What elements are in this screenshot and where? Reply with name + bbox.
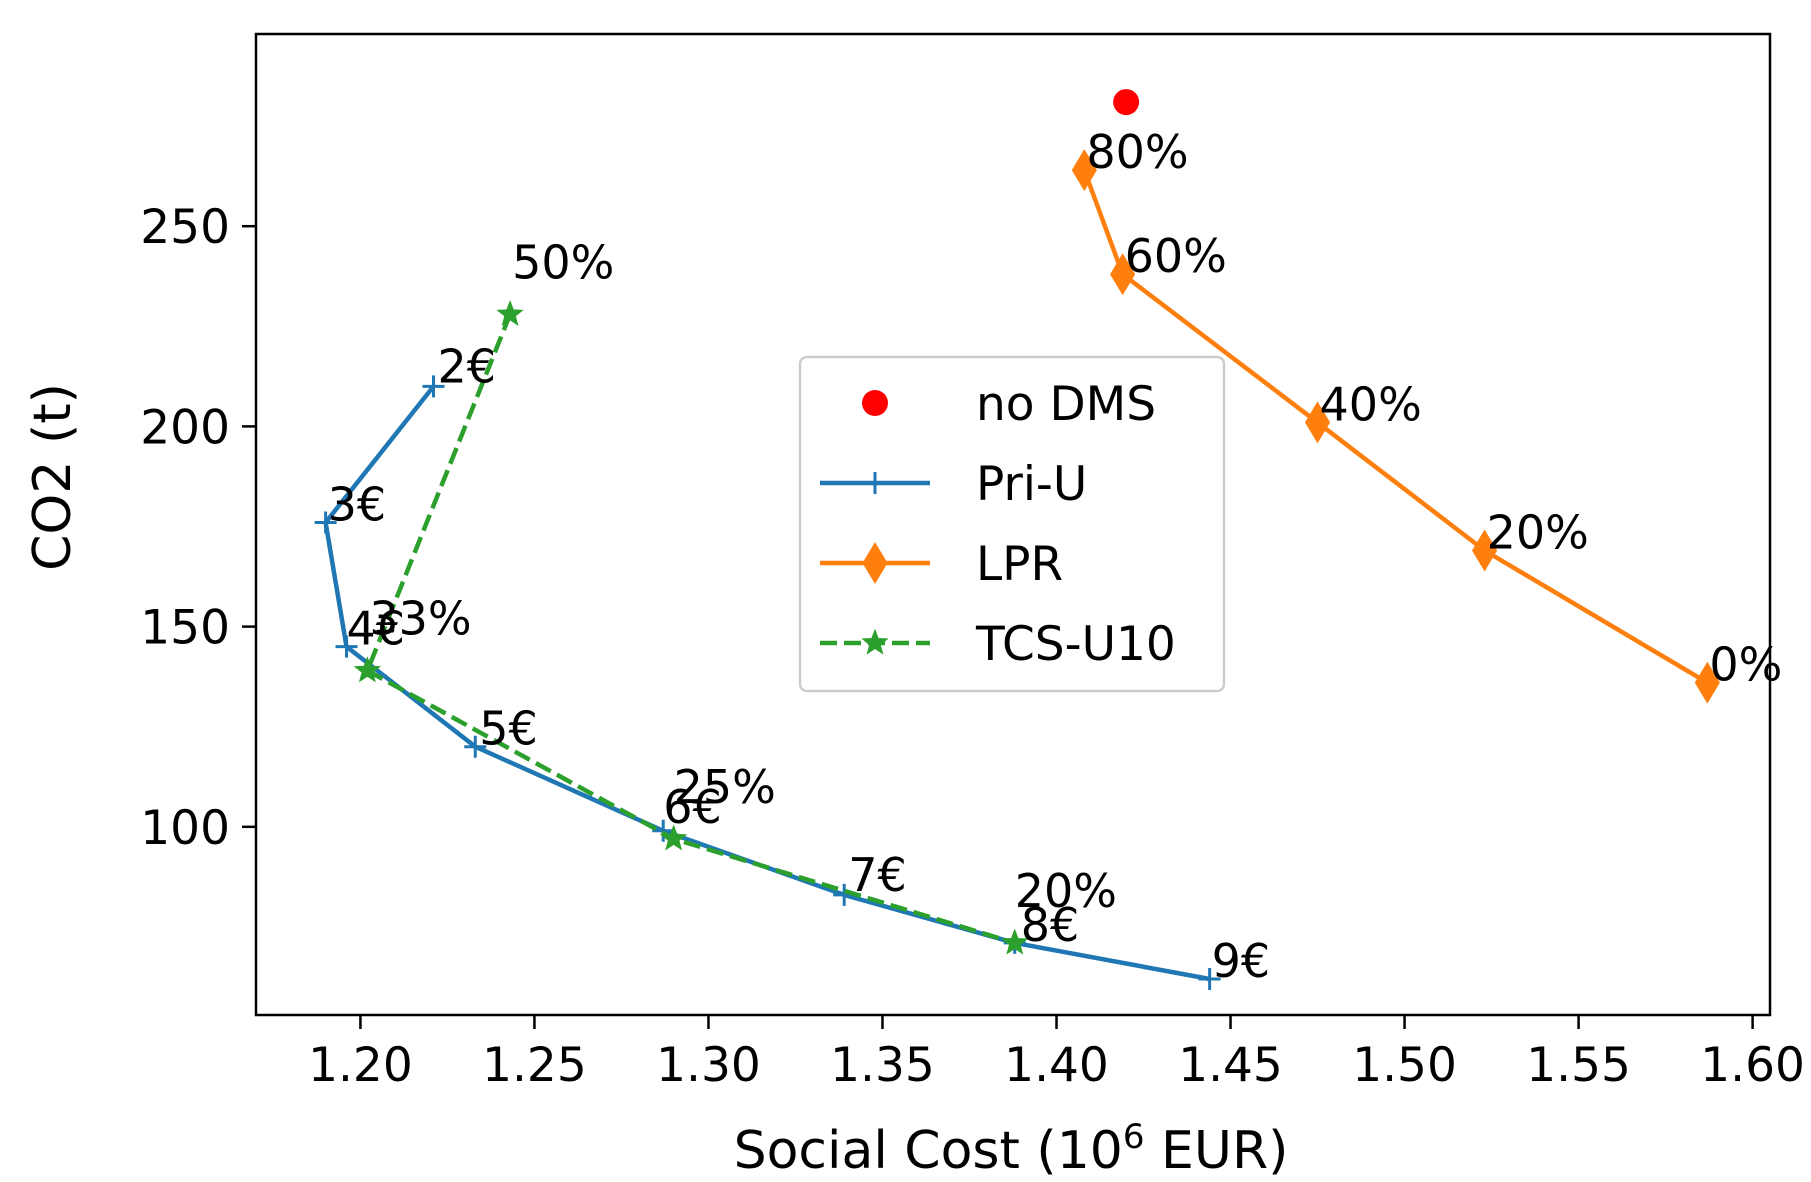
x-tick-label: 1.55 [1526,1038,1631,1093]
point-label: 2€ [438,339,497,393]
axes: 1.20 1.25 1.30 1.35 1.40 1.45 1.50 1.55 1.60 100 1… [140,32,1805,1093]
point-label: 20% [1015,864,1117,918]
data-point [659,824,688,851]
point-label: 20% [1487,506,1589,560]
point-label: 33% [369,592,471,646]
legend-marker [862,390,888,416]
series-layer [314,89,1720,990]
point-label: 50% [512,235,614,289]
x-axis-label: Social Cost (106 EUR) [734,1117,1289,1177]
x-axis-label-superscript: 6 [1123,1117,1145,1157]
point-label: 4€ [346,602,405,656]
y-tick-label: 100 [140,801,230,856]
series-no-dms [1113,89,1140,116]
x-tick-label: 1.30 [656,1038,761,1093]
data-point [422,375,445,398]
data-point [314,511,337,534]
data-point [1304,401,1331,444]
legend-marker [864,472,886,494]
series-lpr [1071,149,1720,704]
data-point [353,656,382,683]
x-axis-label-main: Social Cost (10 [734,1121,1123,1177]
point-labels: 2€ 3€ 4€ 5€ 6€ 7€ 8€ 9€ 80% 60% 40% 20% 0% 50% 33% 25% 2… [328,125,1783,988]
data-point [1472,529,1498,572]
point-label: 6€ [663,780,722,834]
point-label: 9€ [1212,934,1271,988]
y-axis-label: CO2 (t) [23,383,83,571]
legend-label: LPR [976,537,1063,592]
data-point [335,635,358,658]
data-point [1001,928,1029,955]
legend-entry: TCS-U10 [820,617,1176,672]
legend-box [798,355,1226,693]
legend-entry: LPR [820,537,1063,592]
x-tick-label: 1.25 [482,1038,587,1093]
data-point [464,735,487,758]
x-tick-label: 1.45 [1178,1038,1283,1093]
y-tick-label: 200 [140,400,230,455]
legend-entry: no DMS [862,377,1156,432]
data-point [1694,661,1720,704]
legend: no DMS Pri-U LPR TCS-U10 [798,355,1226,693]
point-label: 3€ [328,477,387,531]
series-tcs-u10 [353,299,1029,955]
x-tick-label: 1.60 [1700,1038,1805,1093]
x-tick-label: 1.40 [1004,1038,1109,1093]
point-label: 40% [1320,377,1422,431]
point-label: 25% [674,760,776,814]
x-tick-label: 1.50 [1352,1038,1457,1093]
point-label: 60% [1125,229,1227,283]
x-tick-label: 1.20 [308,1038,413,1093]
legend-label: Pri-U [976,457,1087,512]
y-tick-label: 250 [140,200,230,255]
point-label: 7€ [848,848,907,902]
point-label: 80% [1086,125,1188,179]
point-label: 5€ [479,702,538,756]
data-point [496,299,524,326]
legend-label: TCS-U10 [975,617,1176,672]
data-point [1071,149,1097,192]
x-tick-label: 1.35 [830,1038,935,1093]
series-line [365,313,1016,946]
legend-entry: Pri-U [820,457,1087,512]
x-axis-label-end: EUR) [1145,1121,1289,1177]
y-tick-label: 150 [140,601,230,656]
point-label: 8€ [1021,898,1080,952]
legend-marker [862,542,888,584]
data-point [1113,89,1140,116]
axes-frame [254,32,1772,1017]
legend-label: no DMS [976,377,1156,432]
legend-marker [861,628,889,655]
data-point [1198,967,1221,990]
point-label: 0% [1709,638,1782,692]
data-point [1110,253,1136,296]
